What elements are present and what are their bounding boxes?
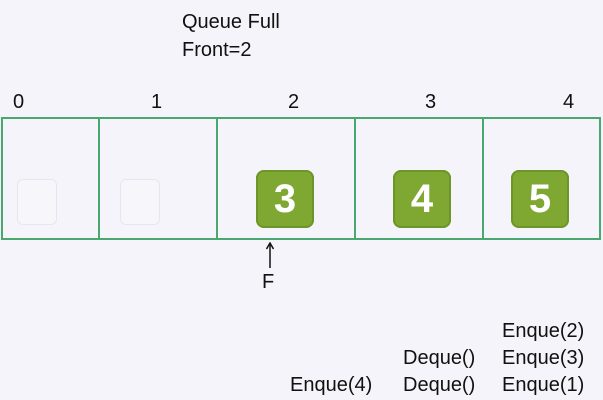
queue-cell-0 <box>3 119 100 238</box>
queue-item-tile: 3 <box>256 170 314 228</box>
index-label-4: 4 <box>563 91 575 113</box>
index-label-3: 3 <box>425 91 437 113</box>
empty-slot <box>120 179 160 225</box>
index-label-1: 1 <box>151 91 163 113</box>
diagram-title: Queue Full <box>182 11 280 33</box>
queue-cell-1 <box>100 119 218 238</box>
operation-deque-first: Deque() <box>403 347 476 369</box>
queue-cell-3: 4 <box>356 119 484 238</box>
front-value: Front=2 <box>182 39 252 61</box>
empty-slot <box>17 179 57 225</box>
operation-enque-1: Enque(1) <box>502 374 585 396</box>
front-pointer-label: F <box>262 271 275 293</box>
queue-item-tile: 4 <box>393 170 451 228</box>
index-label-0: 0 <box>13 91 25 113</box>
queue-item-tile: 5 <box>511 170 569 228</box>
operation-enque-4: Enque(4) <box>290 374 373 396</box>
index-label-2: 2 <box>288 91 300 113</box>
operation-enque-3: Enque(3) <box>502 347 585 369</box>
operation-enque-2: Enque(2) <box>502 320 585 342</box>
queue-array: 3 4 5 <box>1 117 601 240</box>
up-arrow-icon <box>266 242 274 268</box>
operation-deque-second: Deque() <box>403 374 476 396</box>
queue-cell-2: 3 <box>218 119 356 238</box>
queue-cell-4: 5 <box>484 119 599 238</box>
